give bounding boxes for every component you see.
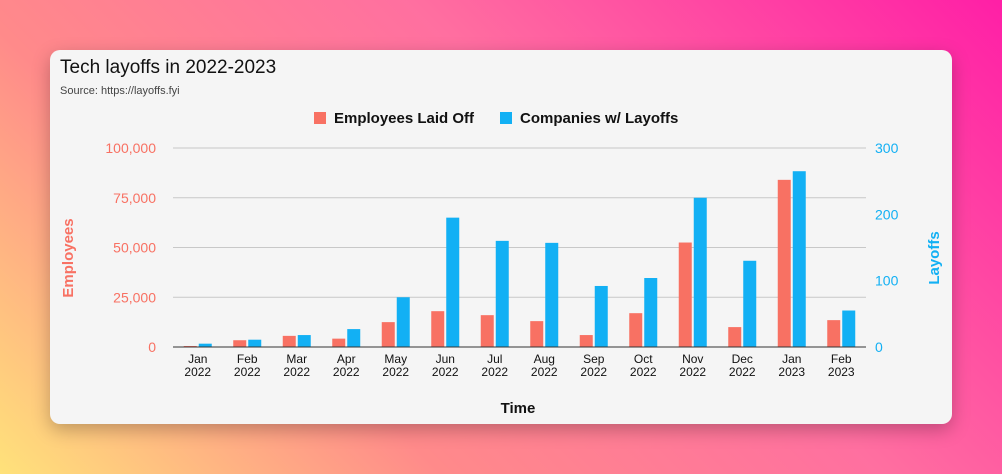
x-tick-label-month: Dec (732, 352, 753, 366)
bar-chart: 025,00050,00075,000100,0000100200300Jan2… (60, 110, 943, 417)
bar-companies-with-layoffs (297, 335, 311, 347)
bar-companies-with-layoffs (446, 217, 460, 347)
y-left-tick-label: 75,000 (113, 190, 156, 206)
bar-employees-laid-off (579, 335, 593, 347)
legend-swatch-employees (314, 112, 326, 124)
chart-subtitle: Source: https://layoffs.fyi (60, 85, 180, 97)
bar-employees-laid-off (233, 340, 247, 347)
y-left-tick-label: 50,000 (113, 240, 156, 256)
x-tick-label-month: Nov (682, 352, 703, 366)
x-tick-label-month: Jun (436, 352, 455, 366)
legend-label-companies: Companies w/ Layoffs (520, 110, 678, 127)
bar-companies-with-layoffs (842, 310, 856, 347)
bar-companies-with-layoffs (396, 297, 410, 347)
bar-employees-laid-off (431, 311, 445, 347)
bar-employees-laid-off (678, 242, 692, 347)
x-tick-label-year: 2022 (729, 365, 756, 379)
bar-employees-laid-off (629, 313, 643, 347)
bar-employees-laid-off (381, 322, 395, 347)
bar-employees-laid-off (827, 320, 841, 347)
x-tick-label-year: 2022 (481, 365, 508, 379)
legend-swatch-companies (500, 112, 512, 124)
bar-companies-with-layoffs (594, 285, 608, 347)
y-right-tick-label: 100 (875, 273, 899, 289)
y-left-tick-label: 100,000 (105, 140, 156, 156)
bar-employees-laid-off (777, 179, 791, 347)
y-right-tick-label: 200 (875, 206, 899, 222)
bar-companies-with-layoffs (792, 171, 806, 347)
x-tick-label-month: Feb (831, 352, 852, 366)
x-tick-label-year: 2022 (531, 365, 558, 379)
x-tick-label-year: 2022 (333, 365, 360, 379)
x-tick-label-year: 2022 (184, 365, 211, 379)
y-right-axis-title: Layoffs (926, 231, 943, 284)
chart-card: Tech layoffs in 2022-2023 Source: https:… (50, 50, 952, 424)
x-tick-label-month: Apr (337, 352, 356, 366)
bar-companies-with-layoffs (693, 197, 707, 347)
bar-companies-with-layoffs (198, 343, 212, 347)
bar-companies-with-layoffs (743, 260, 757, 347)
x-tick-label-year: 2022 (679, 365, 706, 379)
x-tick-label-year: 2023 (778, 365, 805, 379)
bar-companies-with-layoffs (545, 242, 559, 347)
x-tick-label-month: May (384, 352, 407, 366)
x-tick-label-year: 2022 (283, 365, 310, 379)
x-tick-label-year: 2022 (432, 365, 459, 379)
y-left-tick-label: 0 (148, 339, 156, 355)
bar-companies-with-layoffs (347, 329, 361, 347)
x-tick-label-year: 2023 (828, 365, 855, 379)
x-axis-title: Time (501, 400, 536, 417)
x-tick-label-month: Mar (286, 352, 307, 366)
bar-companies-with-layoffs (644, 278, 658, 347)
y-left-axis-title: Employees (60, 218, 77, 297)
x-tick-label-year: 2022 (630, 365, 657, 379)
chart-title: Tech layoffs in 2022-2023 (60, 57, 277, 78)
x-tick-label-month: Jan (782, 352, 801, 366)
x-tick-label-year: 2022 (382, 365, 409, 379)
bar-companies-with-layoffs (248, 339, 262, 347)
x-tick-label-year: 2022 (234, 365, 261, 379)
y-right-tick-label: 300 (875, 140, 899, 156)
bar-companies-with-layoffs (495, 240, 509, 347)
bar-employees-laid-off (728, 327, 742, 347)
y-left-tick-label: 25,000 (113, 289, 156, 305)
bar-employees-laid-off (530, 321, 544, 347)
x-tick-label-month: Jul (487, 352, 502, 366)
bar-employees-laid-off (332, 338, 346, 347)
bar-employees-laid-off (282, 335, 296, 347)
bar-employees-laid-off (480, 315, 494, 347)
x-tick-label-month: Sep (583, 352, 605, 366)
y-right-tick-label: 0 (875, 339, 883, 355)
x-tick-label-month: Oct (634, 352, 653, 366)
x-tick-label-month: Aug (534, 352, 555, 366)
x-tick-label-month: Feb (237, 352, 258, 366)
x-tick-label-month: Jan (188, 352, 207, 366)
x-tick-label-year: 2022 (580, 365, 607, 379)
legend-label-employees: Employees Laid Off (334, 110, 475, 127)
